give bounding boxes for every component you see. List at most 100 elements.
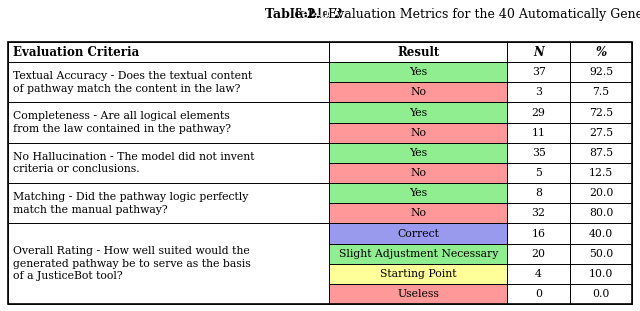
Bar [8,42,632,304]
Text: 20.0: 20.0 [589,188,613,198]
Bar [570,183,632,203]
Text: 5: 5 [535,168,542,178]
Text: 32: 32 [532,208,546,218]
Text: 3: 3 [535,87,542,97]
Bar [570,224,632,244]
Bar [508,62,570,82]
Text: 0: 0 [535,289,542,299]
Text: No: No [410,87,426,97]
Bar [508,42,570,62]
Bar [508,82,570,103]
Text: 7.5: 7.5 [593,87,610,97]
Bar [8,143,330,183]
Bar [330,103,508,123]
Bar [330,62,508,82]
Text: 4: 4 [535,269,542,279]
Bar [508,264,570,284]
Text: No: No [410,208,426,218]
Bar [570,123,632,143]
Bar [330,203,508,224]
Bar [330,163,508,183]
Bar [570,143,632,163]
Text: Matching - Did the pathway logic perfectly
match the manual pathway?: Matching - Did the pathway logic perfect… [13,192,249,215]
Text: Textual Accuracy - Does the textual content
of pathway match the content in the : Textual Accuracy - Does the textual cont… [13,71,253,94]
Text: Starting Point: Starting Point [380,269,456,279]
Text: Slight Adjustment Necessary: Slight Adjustment Necessary [339,249,498,259]
Bar [330,183,508,203]
Text: 16: 16 [532,229,546,239]
Text: 87.5: 87.5 [589,148,613,158]
Text: No Hallucination - The model did not invent
criteria or conclusions.: No Hallucination - The model did not inv… [13,152,255,174]
Bar [330,62,508,82]
Bar [330,183,508,203]
Bar [330,264,508,284]
Text: 0.0: 0.0 [593,289,610,299]
Bar [330,284,508,304]
Bar [570,203,632,224]
Bar [8,183,330,224]
Bar [330,244,508,264]
Bar [570,103,632,123]
Text: Yes: Yes [410,188,428,198]
Bar [8,103,330,143]
Text: 92.5: 92.5 [589,67,613,77]
Bar [330,284,508,304]
Text: No: No [410,168,426,178]
Text: 50.0: 50.0 [589,249,613,259]
Text: 37: 37 [532,67,545,77]
Text: Overall Rating - How well suited would the
generated pathway be to serve as the : Overall Rating - How well suited would t… [13,246,251,281]
Text: 72.5: 72.5 [589,108,613,118]
Text: 80.0: 80.0 [589,208,613,218]
Bar [8,42,330,62]
Text: 12.5: 12.5 [589,168,613,178]
Bar [330,123,508,143]
Bar [570,244,632,264]
Bar [508,163,570,183]
Bar [508,183,570,203]
Bar [330,42,508,62]
Bar [570,42,632,62]
Text: Table 2.: Table 2. [292,8,348,21]
Bar [330,264,508,284]
Text: 35: 35 [532,148,545,158]
Text: 27.5: 27.5 [589,128,613,138]
Bar [570,163,632,183]
Text: Result: Result [397,46,440,58]
Bar [330,103,508,123]
Bar [508,143,570,163]
Text: Table 2.: Table 2. [265,8,320,21]
Bar [508,284,570,304]
Text: 10.0: 10.0 [589,269,613,279]
Text: Evaluation Criteria: Evaluation Criteria [13,46,139,58]
Bar [8,62,330,103]
Bar [508,123,570,143]
Bar [330,244,508,264]
Bar [330,203,508,224]
Text: 29: 29 [532,108,545,118]
Text: No: No [410,128,426,138]
Text: 20: 20 [532,249,546,259]
Text: Yes: Yes [410,148,428,158]
Bar [570,62,632,82]
Text: Correct: Correct [397,229,439,239]
Text: 40.0: 40.0 [589,229,613,239]
Text: Yes: Yes [410,108,428,118]
Bar [508,103,570,123]
Bar [330,143,508,163]
Bar [330,123,508,143]
Text: Yes: Yes [410,67,428,77]
Bar [330,224,508,244]
Text: Useless: Useless [397,289,439,299]
Text: Evaluation Metrics for the 40 Automatically Generated Pathways: Evaluation Metrics for the 40 Automatica… [320,8,640,21]
Text: Table 2.  Evaluation Metrics for the 40 Automatically Generated Pathways: Table 2. Evaluation Metrics for the 40 A… [84,8,556,21]
Bar [570,82,632,103]
Text: 11: 11 [532,128,546,138]
Text: %: % [596,46,607,58]
Bar [508,244,570,264]
Bar [570,264,632,284]
Bar [330,143,508,163]
Bar [330,224,508,244]
Bar [508,224,570,244]
Bar [570,284,632,304]
Bar [8,224,330,304]
